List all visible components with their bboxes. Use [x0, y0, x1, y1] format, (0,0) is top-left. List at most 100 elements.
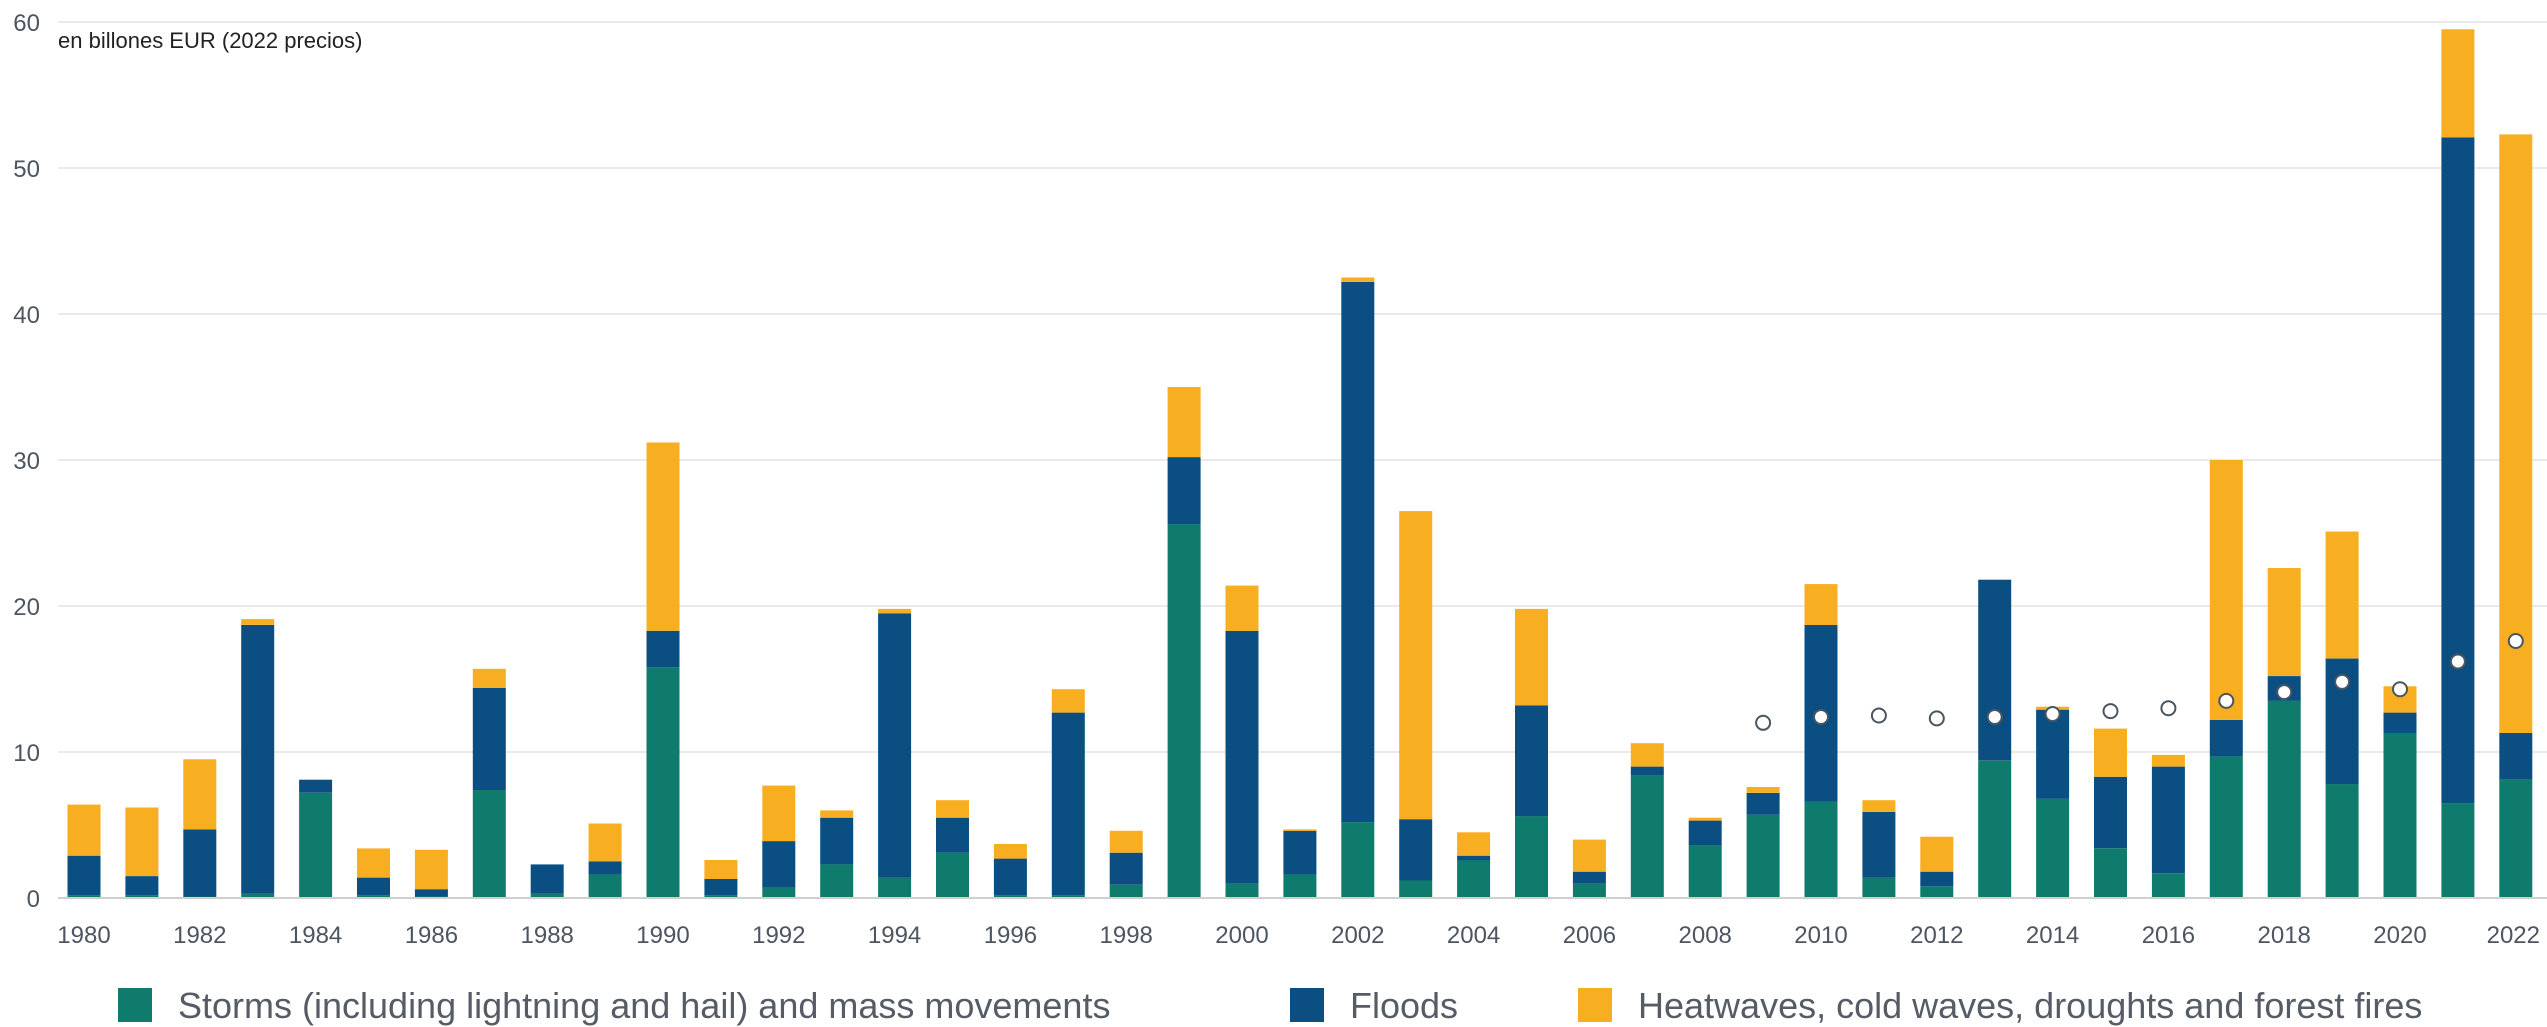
x-tick-label: 2004	[1447, 922, 1500, 949]
bar-heat-2003	[1399, 511, 1433, 820]
bar-floods-2012	[1920, 871, 1954, 887]
bar-heat-2015	[2094, 728, 2127, 777]
x-tick-label: 2002	[1331, 922, 1384, 949]
bar-storms-2003	[1399, 880, 1433, 898]
bar-storms-2007	[1630, 775, 1664, 898]
bar-heat-1998	[1109, 830, 1143, 853]
bar-heat-1997	[1051, 689, 1085, 713]
x-tick-label: 2018	[2258, 922, 2311, 949]
bar-storms-1984	[299, 792, 333, 898]
bar-heat-2001	[1283, 829, 1317, 831]
bar-storms-2016	[2151, 873, 2185, 898]
bar-floods-2006	[1572, 871, 1606, 884]
x-tick-label: 2016	[2142, 922, 2195, 949]
y-tick-label: 50	[13, 156, 40, 183]
bar-floods-1992	[762, 841, 796, 888]
x-tick-label: 2020	[2373, 922, 2426, 949]
legend-label-heat: Heatwaves, cold waves, droughts and fore…	[1638, 985, 2422, 1026]
x-tick-label: 2000	[1215, 922, 1268, 949]
bar-floods-1995	[936, 817, 969, 853]
bar-floods-2001	[1283, 830, 1317, 875]
x-tick-label: 1982	[173, 922, 226, 949]
bar-floods-1980	[67, 855, 101, 896]
bar-heat-2010	[1804, 584, 1838, 625]
marker-2012	[1928, 710, 1945, 727]
bar-storms-2004	[1457, 860, 1491, 898]
bar-floods-1981	[125, 876, 159, 896]
bar-storms-2012	[1920, 886, 1954, 898]
bar-storms-1992	[762, 887, 796, 898]
bar-heat-1980	[67, 804, 101, 856]
legend-label-floods: Floods	[1350, 985, 1458, 1026]
bar-floods-2022	[2499, 733, 2533, 780]
marker-2010	[1813, 709, 1829, 725]
bar-heat-2002	[1341, 277, 1375, 282]
bar-storms-2000	[1225, 883, 1259, 898]
marker-2020	[2392, 681, 2408, 698]
bar-heat-2011	[1862, 800, 1896, 812]
bar-heat-1994	[878, 608, 912, 614]
bar-heat-2008	[1688, 817, 1722, 821]
legend-label-storms: Storms (including lightning and hail) an…	[178, 985, 1110, 1026]
marker-2014	[2044, 706, 2061, 722]
bar-floods-1986	[414, 889, 448, 897]
bar-floods-2021	[2441, 137, 2475, 804]
legend: Storms (including lightning and hail) an…	[118, 985, 2422, 1026]
marker-2021	[2449, 653, 2466, 670]
unit-label: en billones EUR (2022 precios)	[58, 28, 363, 53]
bar-storms-2008	[1688, 845, 1722, 898]
bar-storms-2006	[1572, 883, 1606, 898]
bar-storms-2015	[2094, 848, 2127, 898]
y-tick-label: 20	[13, 594, 40, 621]
bar-storms-2014	[2036, 798, 2070, 898]
bar-storms-2018	[2267, 700, 2301, 898]
bar-heat-1981	[125, 807, 159, 877]
bar-heat-1989	[588, 823, 622, 862]
bar-floods-1998	[1109, 852, 1143, 885]
bar-storms-2021	[2441, 803, 2475, 898]
marker-2018	[2276, 684, 2293, 701]
marker-2013	[1986, 709, 2003, 725]
bar-storms-2022	[2499, 779, 2533, 898]
bar-storms-2020	[2383, 733, 2417, 898]
bar-floods-1991	[704, 879, 738, 896]
bar-heat-2009	[1746, 787, 1780, 793]
bar-heat-1995	[936, 800, 969, 818]
bar-heat-2000	[1225, 585, 1259, 631]
y-tick-label: 40	[13, 302, 40, 329]
legend-swatch-floods	[1290, 988, 1324, 1022]
bar-heat-2019	[2325, 531, 2359, 659]
bar-storms-1989	[588, 874, 622, 898]
y-axis-tick-labels: 0 10 20 30 40 50 60	[13, 10, 40, 913]
bar-heat-1985	[357, 848, 390, 878]
bar-heat-1983	[241, 619, 275, 625]
x-tick-label: 2010	[1794, 922, 1847, 949]
bar-floods-1994	[878, 613, 912, 878]
x-tick-label: 1992	[752, 922, 805, 949]
bar-storms-1987	[472, 790, 506, 898]
bar-heat-1993	[820, 810, 854, 818]
bar-heat-1996	[993, 844, 1027, 859]
x-tick-label: 1980	[57, 922, 110, 949]
gridlines	[58, 21, 2547, 753]
bar-series	[67, 29, 2533, 898]
bar-heat-2007	[1630, 743, 1664, 767]
bar-floods-1997	[1051, 712, 1085, 896]
bar-floods-1989	[588, 861, 622, 875]
bar-storms-1981	[125, 895, 159, 898]
x-tick-label: 2008	[1679, 922, 1732, 949]
bar-storms-2001	[1283, 874, 1317, 898]
bar-storms-1996	[993, 895, 1027, 898]
legend-swatch-storms	[118, 988, 152, 1022]
bar-floods-1984	[299, 779, 333, 793]
bar-floods-2007	[1630, 766, 1664, 776]
bar-floods-1988	[530, 864, 564, 894]
bar-floods-1985	[357, 877, 390, 896]
bar-floods-1993	[820, 817, 854, 865]
bar-storms-2009	[1746, 814, 1780, 898]
bar-floods-2000	[1225, 630, 1259, 884]
bar-floods-2004	[1457, 855, 1491, 861]
bar-floods-2011	[1862, 811, 1896, 878]
bar-storms-2011	[1862, 877, 1896, 898]
